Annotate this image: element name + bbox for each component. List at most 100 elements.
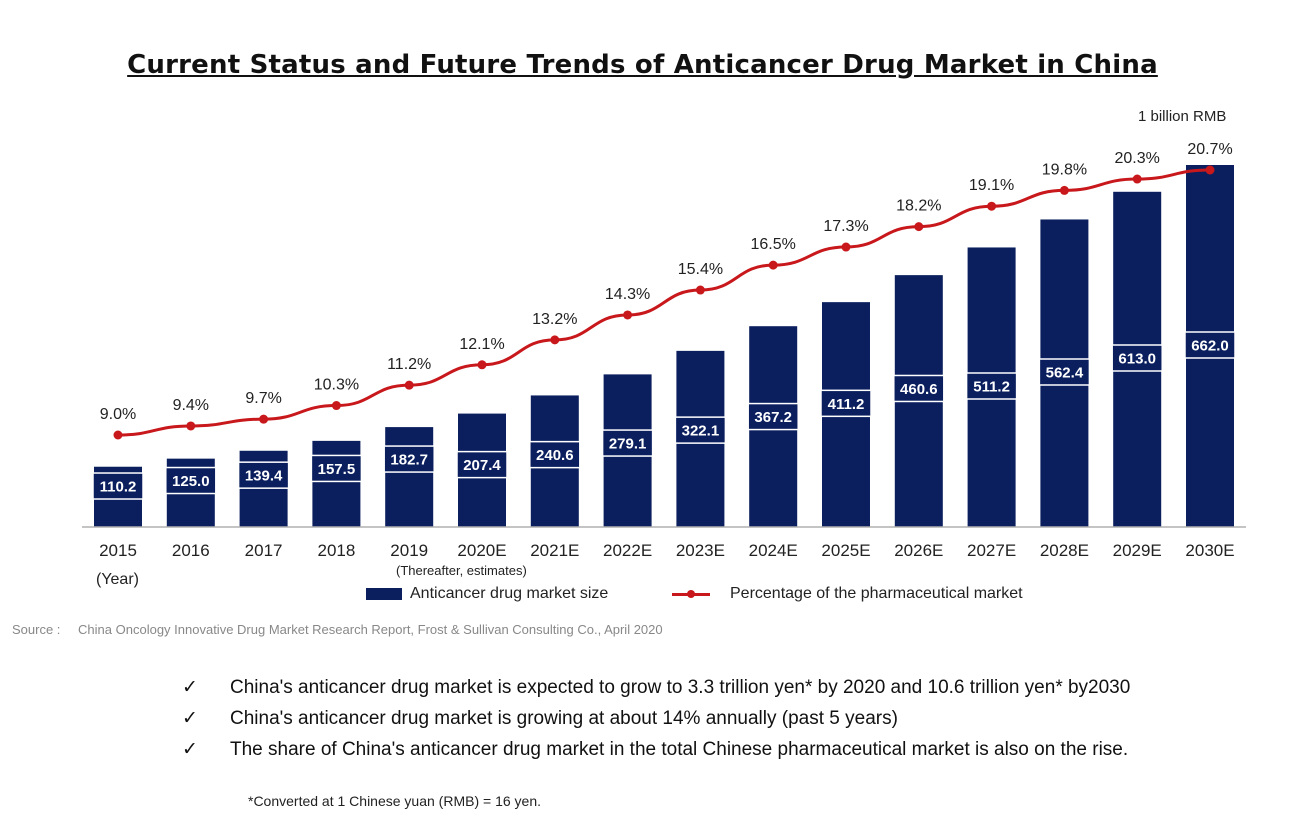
line-value-label: 9.7% (245, 390, 281, 407)
bar-label-box (965, 372, 1018, 400)
line-point-2025E (841, 242, 851, 252)
legend-line-swatch (672, 589, 710, 598)
bar-value-label: 240.6 (536, 447, 574, 464)
legend-bar-swatch (366, 588, 402, 600)
x-tick-label: 2030E (1185, 541, 1234, 560)
legend-label-market-size: Anticancer drug market size (410, 585, 609, 602)
unit-label: 1 billion RMB (1138, 108, 1227, 125)
bar-label-box (1111, 344, 1163, 372)
line-point-2029E (1132, 174, 1142, 184)
footnote: *Converted at 1 Chinese yuan (RMB) = 16 … (248, 793, 541, 809)
bar-label-box (456, 450, 508, 479)
x-tick-label: 2022E (603, 541, 652, 560)
bar-value-label: 279.1 (609, 436, 647, 453)
line-point-2016 (186, 421, 196, 431)
bar-label-box (529, 440, 581, 469)
line-value-label: 18.2% (896, 198, 941, 215)
bar-label-box (237, 461, 290, 489)
bullet-item: ✓ The share of China's anticancer drug m… (182, 738, 1302, 769)
bar-label-box (1184, 331, 1236, 359)
bar-value-label: 157.5 (318, 461, 356, 478)
bar-label-box (893, 374, 945, 403)
line-value-label: 9.4% (173, 397, 209, 414)
x-tick-label: 2017 (245, 541, 283, 560)
line-point-2020E (477, 360, 487, 370)
x-tick-label: 2016 (172, 541, 210, 560)
bullet-item: ✓ China's anticancer drug market is grow… (182, 707, 1302, 738)
source-label: Source : (12, 622, 61, 637)
bullet-text: China's anticancer drug market is growin… (230, 708, 898, 729)
bar-value-label: 110.2 (100, 479, 137, 496)
x-tick-label: 2028E (1040, 541, 1089, 560)
x-tick-label: 2018 (317, 541, 355, 560)
bullet-item: ✓ China's anticancer drug market is expe… (182, 676, 1302, 707)
bar-label-box (383, 445, 435, 473)
bar-label-box (674, 416, 727, 444)
bar-label-box (747, 402, 799, 431)
line-value-label: 13.2% (532, 311, 577, 328)
line-point-2030E (1205, 165, 1215, 175)
line-value-label: 9.0% (100, 406, 136, 423)
line-point-2018 (331, 401, 341, 411)
x-tick-label: 2020E (457, 541, 506, 560)
line-point-2023E (695, 285, 705, 295)
bar-value-label: 367.2 (754, 409, 792, 426)
source-line: Source : China Oncology Innovative Drug … (12, 622, 663, 637)
chart: 110.2 125.0 139.4 157.5 182.7 207.4 240.6 279.1… (82, 141, 1246, 560)
line-value-label: 20.7% (1187, 141, 1232, 158)
line-value-label: 15.4% (678, 261, 723, 278)
line-value-label: 19.1% (969, 177, 1014, 194)
x-tick-label: 2015 (99, 541, 137, 560)
bar-value-label: 562.4 (1046, 365, 1084, 382)
bar-value-label: 182.7 (390, 452, 428, 469)
bar-label-box (165, 466, 217, 495)
line-value-label: 16.5% (751, 236, 796, 253)
line-value-label: 19.8% (1042, 161, 1087, 178)
x-tick-label: 2026E (894, 541, 943, 560)
line-value-label: 10.3% (314, 377, 359, 394)
line-value-label: 20.3% (1115, 150, 1160, 167)
bar-value-label: 322.1 (682, 423, 720, 440)
bar-value-label: 411.2 (828, 396, 865, 413)
bar-value-label: 460.6 (900, 381, 938, 398)
x-tick-label: 2029E (1113, 541, 1162, 560)
bar-value-label: 613.0 (1118, 351, 1156, 368)
bullet-list: ✓ China's anticancer drug market is expe… (182, 676, 1302, 769)
x-tick-label: 2019 (390, 541, 428, 560)
bullet-text: China's anticancer drug market is expect… (230, 677, 1131, 698)
bar-label-box (92, 472, 144, 500)
x-axis-title: (Year) (96, 571, 139, 588)
legend-item-percentage: Percentage of the pharmaceutical market (672, 585, 1023, 603)
x-tick-label: 2021E (530, 541, 579, 560)
line-point-2026E (914, 222, 924, 232)
bar-value-label: 125.0 (172, 473, 210, 490)
line-point-2027E (987, 201, 997, 211)
line-value-label: 17.3% (823, 218, 868, 235)
x-tick-label: 2025E (821, 541, 870, 560)
check-icon: ✓ (182, 677, 198, 698)
line-point-2019 (404, 380, 414, 390)
line-value-label: 11.2% (387, 356, 431, 373)
bar-label-box (1038, 358, 1091, 386)
line-point-2017 (259, 414, 269, 424)
bar-label-box (820, 389, 872, 418)
bar-value-label: 139.4 (245, 468, 283, 485)
bullet-text: The share of China's anticancer drug mar… (230, 739, 1129, 760)
source-text: China Oncology Innovative Drug Market Re… (78, 622, 663, 637)
line-point-2015 (113, 430, 123, 440)
x-tick-label: 2024E (749, 541, 798, 560)
bar-value-label: 662.0 (1191, 338, 1229, 355)
bar-label-box (310, 454, 363, 483)
legend-label-percentage: Percentage of the pharmaceutical market (730, 585, 1023, 602)
bar-2019 (385, 427, 434, 527)
line-value-label: 12.1% (459, 336, 504, 353)
bar-2018 (312, 440, 361, 527)
check-icon: ✓ (182, 708, 198, 729)
line-point-2022E (623, 310, 633, 320)
legend-item-market-size: Anticancer drug market size (366, 585, 608, 603)
x-tick-label: 2027E (967, 541, 1016, 560)
line-point-2021E (550, 335, 560, 345)
x-tick-label: 2023E (676, 541, 725, 560)
page-title: Current Status and Future Trends of Anti… (127, 50, 1158, 80)
bar-value-label: 511.2 (973, 379, 1010, 396)
